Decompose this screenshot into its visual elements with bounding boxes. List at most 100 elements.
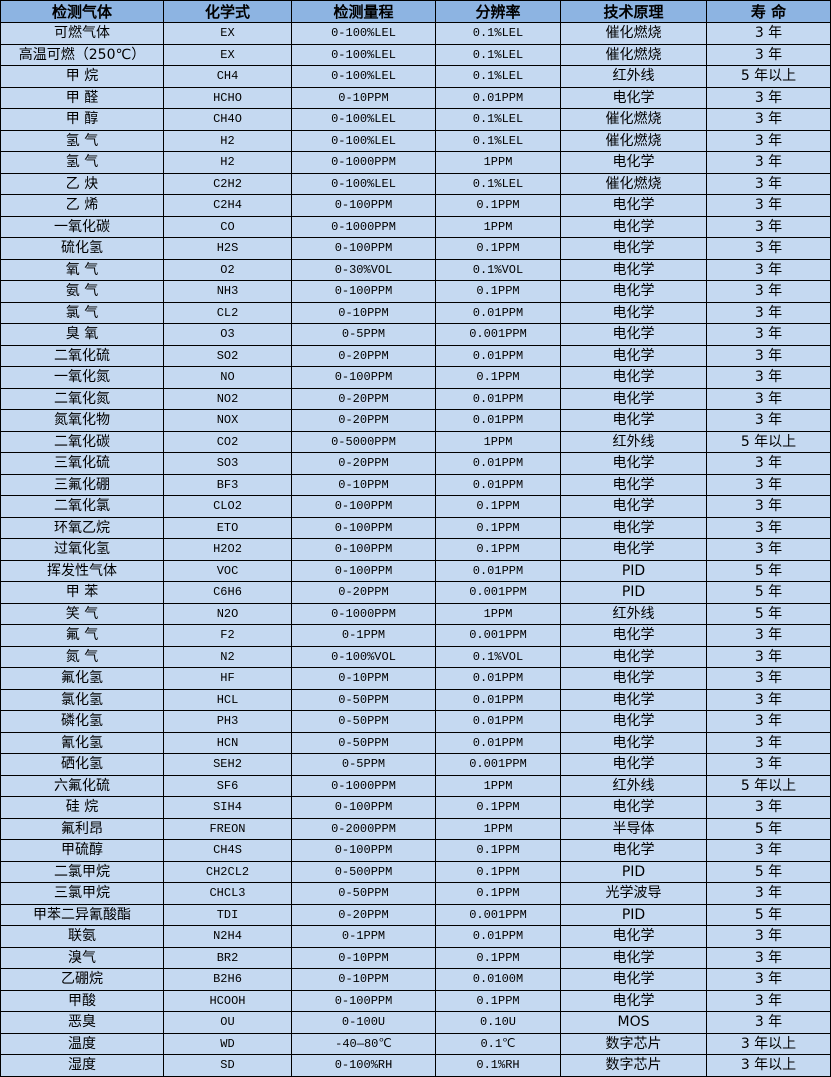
cell-range: 0-10PPM [291,301,436,324]
cell-range: 0-50PPM [291,710,436,733]
cell-formula: HCL [163,688,292,711]
table-row: 过氧化氢 H2O2 0-100PPM 0.1PPM 电化学 3 年 [0,538,831,561]
cell-range: 0-30%VOL [291,258,436,281]
cell-formula: OU [163,1011,292,1034]
cell-resolution: 0.1%VOL [435,645,561,668]
cell-formula: NOX [163,409,292,432]
cell-lifespan: 3 年 [706,215,831,238]
cell-principle: 数字芯片 [560,1032,707,1055]
cell-resolution: 0.1PPM [435,860,561,883]
cell-resolution: 0.0100M [435,968,561,991]
cell-principle: 催化燃烧 [560,172,707,195]
cell-formula: C6H6 [163,581,292,604]
cell-lifespan: 3 年 [706,22,831,45]
cell-resolution: 1PPM [435,215,561,238]
cell-formula: FREON [163,817,292,840]
cell-resolution: 0.001PPM [435,753,561,776]
cell-gas-name: 硫化氢 [0,237,164,260]
cell-lifespan: 5 年以上 [706,65,831,88]
cell-lifespan: 5 年 [706,581,831,604]
table-row: 一氧化碳 CO 0-1000PPM 1PPM 电化学 3 年 [0,215,831,238]
cell-range: 0-50PPM [291,882,436,905]
table-row: 二氧化氮 NO2 0-20PPM 0.01PPM 电化学 3 年 [0,387,831,410]
cell-resolution: 0.1%LEL [435,43,561,66]
cell-principle: 光学波导 [560,882,707,905]
table-row: 联氨 N2H4 0-1PPM 0.01PPM 电化学 3 年 [0,925,831,948]
cell-gas-name: 三氧化硫 [0,452,164,475]
table-row: 氟利昂 FREON 0-2000PPM 1PPM 半导体 5 年 [0,817,831,840]
table-row: 氟 气 F2 0-1PPM 0.001PPM 电化学 3 年 [0,624,831,647]
cell-principle: 电化学 [560,387,707,410]
cell-formula: SO3 [163,452,292,475]
cell-lifespan: 3 年 [706,667,831,690]
cell-range: 0-20PPM [291,452,436,475]
table-row: 甲酸 HCOOH 0-100PPM 0.1PPM 电化学 3 年 [0,989,831,1012]
cell-gas-name: 环氧乙烷 [0,516,164,539]
cell-formula: H2S [163,237,292,260]
cell-formula: N2 [163,645,292,668]
cell-lifespan: 3 年 [706,452,831,475]
cell-gas-name: 一氧化碳 [0,215,164,238]
table-row: 环氧乙烷 ETO 0-100PPM 0.1PPM 电化学 3 年 [0,516,831,539]
cell-principle: 电化学 [560,495,707,518]
cell-formula: ETO [163,516,292,539]
cell-principle: 催化燃烧 [560,22,707,45]
cell-formula: EX [163,43,292,66]
cell-range: 0-100PPM [291,538,436,561]
cell-principle: 电化学 [560,301,707,324]
cell-gas-name: 一氧化氮 [0,366,164,389]
table-row: 臭 氧 O3 0-5PPM 0.001PPM 电化学 3 年 [0,323,831,346]
cell-principle: 电化学 [560,452,707,475]
cell-lifespan: 3 年 [706,86,831,109]
cell-gas-name: 湿度 [0,1054,164,1077]
cell-formula: O2 [163,258,292,281]
cell-resolution: 1PPM [435,817,561,840]
column-header-resolution: 分辨率 [435,0,561,23]
cell-formula: CH4O [163,108,292,131]
table-row: 二氧化硫 SO2 0-20PPM 0.01PPM 电化学 3 年 [0,344,831,367]
cell-gas-name: 甲硫醇 [0,839,164,862]
cell-formula: TDI [163,903,292,926]
cell-lifespan: 3 年 [706,968,831,991]
cell-resolution: 1PPM [435,602,561,625]
cell-resolution: 0.01PPM [435,925,561,948]
cell-formula: B2H6 [163,968,292,991]
cell-gas-name: 氟 气 [0,624,164,647]
cell-resolution: 0.1%LEL [435,129,561,152]
cell-principle: 电化学 [560,344,707,367]
table-row: 二氯甲烷 CH2CL2 0-500PPM 0.1PPM PID 5 年 [0,860,831,883]
cell-gas-name: 氮氧化物 [0,409,164,432]
cell-gas-name: 恶臭 [0,1011,164,1034]
cell-gas-name: 乙硼烷 [0,968,164,991]
cell-lifespan: 3 年 [706,645,831,668]
cell-resolution: 0.001PPM [435,581,561,604]
column-header-gas-name: 检测气体 [0,0,164,23]
cell-formula: C2H4 [163,194,292,217]
cell-gas-name: 甲 烷 [0,65,164,88]
cell-lifespan: 5 年 [706,817,831,840]
cell-resolution: 0.1%RH [435,1054,561,1077]
cell-range: 0-10PPM [291,968,436,991]
cell-principle: 电化学 [560,645,707,668]
cell-formula: SO2 [163,344,292,367]
cell-lifespan: 3 年 [706,172,831,195]
cell-resolution: 0.1PPM [435,366,561,389]
cell-range: 0-100PPM [291,796,436,819]
cell-principle: 电化学 [560,323,707,346]
table-row: 三氧化硫 SO3 0-20PPM 0.01PPM 电化学 3 年 [0,452,831,475]
cell-resolution: 0.1PPM [435,839,561,862]
cell-gas-name: 氯 气 [0,301,164,324]
cell-principle: 电化学 [560,968,707,991]
cell-gas-name: 二氧化碳 [0,430,164,453]
cell-principle: 红外线 [560,65,707,88]
cell-resolution: 0.01PPM [435,731,561,754]
cell-range: 0-5PPM [291,753,436,776]
cell-lifespan: 3 年 [706,323,831,346]
cell-lifespan: 3 年 [706,387,831,410]
cell-gas-name: 磷化氢 [0,710,164,733]
table-row: 硫化氢 H2S 0-100PPM 0.1PPM 电化学 3 年 [0,237,831,260]
table-row: 硅 烷 SIH4 0-100PPM 0.1PPM 电化学 3 年 [0,796,831,819]
cell-formula: PH3 [163,710,292,733]
cell-resolution: 0.1PPM [435,538,561,561]
cell-formula: NO2 [163,387,292,410]
